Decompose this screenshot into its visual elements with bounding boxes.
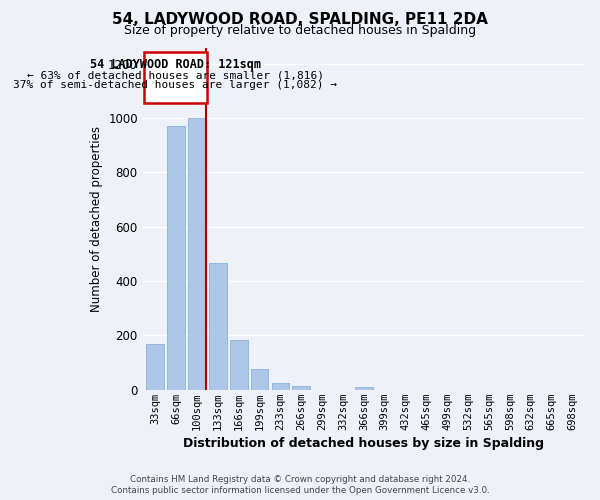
Bar — [146, 344, 164, 390]
Text: 54 LADYWOOD ROAD: 121sqm: 54 LADYWOOD ROAD: 121sqm — [90, 58, 261, 70]
FancyBboxPatch shape — [144, 52, 207, 103]
Text: 37% of semi-detached houses are larger (1,082) →: 37% of semi-detached houses are larger (… — [13, 80, 337, 90]
Bar — [167, 126, 185, 390]
Text: ← 63% of detached houses are smaller (1,816): ← 63% of detached houses are smaller (1,… — [27, 70, 324, 80]
Text: 54, LADYWOOD ROAD, SPALDING, PE11 2DA: 54, LADYWOOD ROAD, SPALDING, PE11 2DA — [112, 12, 488, 28]
Bar — [209, 264, 227, 390]
Bar — [230, 340, 248, 390]
Bar — [355, 387, 373, 390]
Y-axis label: Number of detached properties: Number of detached properties — [89, 126, 103, 312]
Bar — [272, 383, 289, 390]
X-axis label: Distribution of detached houses by size in Spalding: Distribution of detached houses by size … — [184, 437, 544, 450]
Text: Contains public sector information licensed under the Open Government Licence v3: Contains public sector information licen… — [110, 486, 490, 495]
Bar — [251, 370, 268, 390]
Bar — [292, 386, 310, 390]
Bar — [188, 118, 206, 390]
Text: Contains HM Land Registry data © Crown copyright and database right 2024.: Contains HM Land Registry data © Crown c… — [130, 475, 470, 484]
Text: Size of property relative to detached houses in Spalding: Size of property relative to detached ho… — [124, 24, 476, 37]
